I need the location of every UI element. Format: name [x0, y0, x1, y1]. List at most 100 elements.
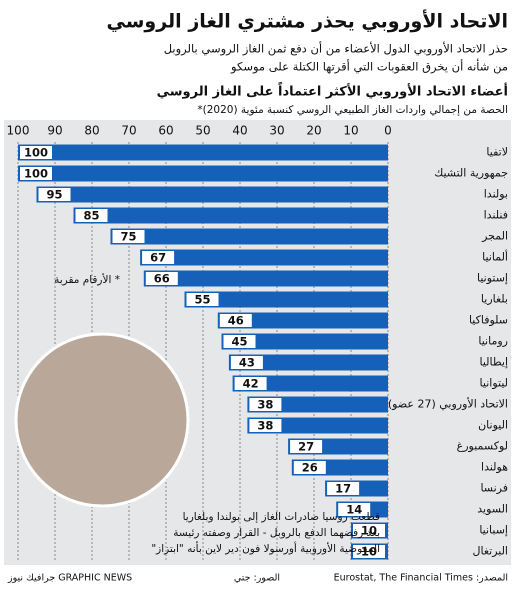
value-label-box: [38, 188, 71, 201]
bar: [247, 396, 388, 413]
value-label: 55: [194, 293, 210, 307]
value-label-box: [327, 482, 360, 495]
value-label: 10: [361, 524, 377, 538]
category-label: رومانيا: [478, 335, 508, 348]
value-label-box: [230, 356, 263, 369]
value-label-box: [353, 545, 385, 558]
value-label-box: [249, 419, 282, 432]
value-label: 85: [83, 209, 99, 223]
value-label-box: [234, 377, 267, 390]
bar: [184, 291, 388, 308]
bar: [73, 207, 388, 224]
x-tick-label: 10: [343, 124, 358, 138]
bar: [247, 417, 388, 434]
chart-title: أعضاء الاتحاد الأوروبي الأكثر اعتماداً ع…: [157, 82, 508, 100]
x-tick-label: 50: [195, 124, 210, 138]
value-label: 67: [150, 251, 166, 265]
category-label: ألمانيا: [482, 250, 508, 264]
value-label: 38: [257, 419, 273, 433]
x-tick-label: 40: [232, 124, 247, 138]
photo-credit: الصور: جتي: [234, 573, 280, 584]
category-label: فرنسا: [480, 482, 508, 495]
value-label-box: [186, 293, 219, 306]
value-label: 14: [346, 503, 362, 517]
value-label: 27: [298, 440, 314, 454]
photo: [14, 332, 190, 508]
category-label: الاتحاد الأوروبي (27 عضو): [388, 397, 508, 411]
value-label-box: [338, 503, 371, 516]
value-label: 38: [257, 398, 273, 412]
source: المصدر: Eurostat, The Financial Times: [334, 573, 508, 584]
value-label: 100: [24, 146, 48, 160]
value-label: 42: [243, 377, 259, 391]
x-tick-label: 70: [121, 124, 136, 138]
category-label: فنلندا: [484, 209, 508, 222]
x-tick-label: 60: [158, 124, 173, 138]
value-label: 45: [231, 335, 247, 349]
value-label-box: [249, 398, 282, 411]
category-label: هولندا: [481, 461, 508, 474]
title: الاتحاد الأوروبي يحذر مشتري الغاز الروسي: [107, 10, 508, 34]
category-label: البرتغال: [472, 545, 508, 558]
value-label-box: [219, 314, 252, 327]
x-tick-label: 30: [269, 124, 284, 138]
x-tick-label: 20: [306, 124, 321, 138]
value-label: 46: [228, 314, 244, 328]
bar: [110, 228, 388, 245]
annotation: بعد رفضهما الدفع بالروبل - القرار وصفته …: [173, 527, 380, 539]
category-label: لاتفيا: [486, 146, 508, 159]
category-label: المجر: [481, 230, 508, 243]
annotation: المفوضية الأوروبية أورسولا فون دير لاين …: [151, 541, 380, 555]
category-label: إستونيا: [477, 272, 508, 285]
value-label: 17: [335, 482, 351, 496]
bar: [221, 333, 388, 350]
value-label-box: [290, 440, 323, 453]
note: * الأرقام مقربة: [54, 273, 120, 286]
category-label: اليونان: [478, 419, 508, 432]
category-label: لوكسمبورغ: [457, 440, 508, 453]
value-label-box: [223, 335, 256, 348]
bar: [18, 165, 388, 182]
value-label-box: [293, 461, 326, 474]
brand: GRAPHIC NEWS جرافيك نيوز: [7, 573, 132, 584]
bar: [140, 249, 388, 266]
subtitle: حذر الاتحاد الأوروبي الدول الأعضاء من أن…: [164, 41, 508, 57]
x-tick-label: 0: [384, 124, 392, 138]
value-label-box: [353, 524, 385, 537]
value-label-box: [75, 209, 108, 222]
category-label: ليتوانيا: [480, 377, 508, 390]
category-label: بلغاريا: [481, 293, 508, 306]
value-label-box: [112, 230, 145, 243]
value-label: 95: [46, 188, 62, 202]
category-label: السويد: [477, 503, 508, 516]
category-label: سلوفاكيا: [469, 314, 508, 327]
value-label: 10: [361, 545, 377, 559]
bar: [143, 270, 388, 287]
x-tick-label: 90: [47, 124, 62, 138]
value-label-box: [142, 251, 175, 264]
bar: [18, 144, 388, 161]
bar: [217, 312, 388, 329]
x-tick-label: 100: [7, 124, 30, 138]
subtitle: من شأنه أن يخرق العقوبات التي أقرتها الك…: [230, 59, 508, 75]
value-label-box: [145, 272, 178, 285]
chart-subtitle: الحصة من إجمالي واردات الغاز الطبيعي الر…: [197, 104, 508, 116]
value-label-box: [20, 167, 52, 180]
bar: [232, 375, 388, 392]
value-label-box: [20, 146, 52, 159]
value-label: 26: [302, 461, 318, 475]
category-label: إسبانيا: [479, 524, 508, 537]
value-label: 43: [239, 356, 255, 370]
value-label: 75: [120, 230, 136, 244]
bar: [36, 186, 388, 203]
x-tick-label: 80: [84, 124, 99, 138]
value-label: 66: [154, 272, 170, 286]
bar: [228, 354, 388, 371]
value-label: 100: [24, 167, 48, 181]
annotation: قطعت روسيا صادرات الغاز إلى بولندا وبلغا…: [183, 511, 380, 523]
category-label: جمهورية التشيك: [434, 167, 508, 180]
category-label: بولندا: [484, 188, 508, 201]
category-label: إيطاليا: [479, 356, 508, 369]
